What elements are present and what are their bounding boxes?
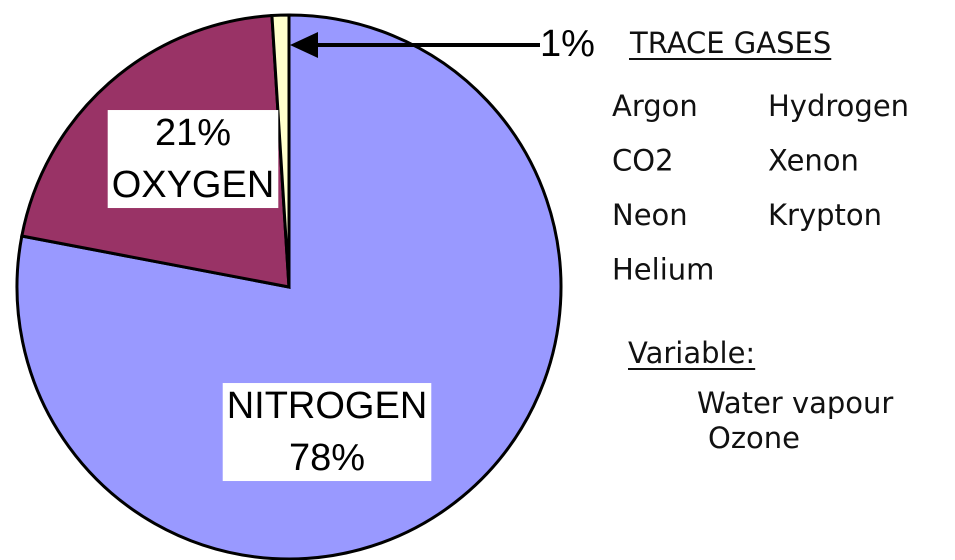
slice-label-text: OXYGEN [112,164,275,206]
trace-heading: TRACE GASES [629,26,831,60]
trace-gas: CO2 [612,144,674,178]
slice-label-text: 78% [289,437,365,479]
slice-label: 21% OXYGEN [107,110,279,209]
trace-gas: Argon [612,89,698,123]
trace-gas: Helium [612,253,714,287]
trace-value-label: 1% [540,23,595,65]
pie-slice [270,13,291,288]
slice-label-text: NITROGEN [227,385,428,427]
variable-gas: Ozone [708,421,800,455]
variable-heading: Variable: [628,336,755,370]
label-box [222,383,432,482]
variable-gas: Water vapour [697,386,893,420]
trace-gas: Krypton [768,198,882,232]
labels: 21% OXYGEN NITROGEN 78% 1% TRACE GASES Argon Hy… [107,23,909,482]
arrow-head [290,32,318,58]
label-box [107,110,279,209]
slice-label-text: 21% [155,112,231,154]
trace-gas: Xenon [768,144,859,178]
trace-gas: Neon [612,198,688,232]
slice-label: NITROGEN 78% [222,383,432,482]
trace-gas: Hydrogen [768,89,909,123]
